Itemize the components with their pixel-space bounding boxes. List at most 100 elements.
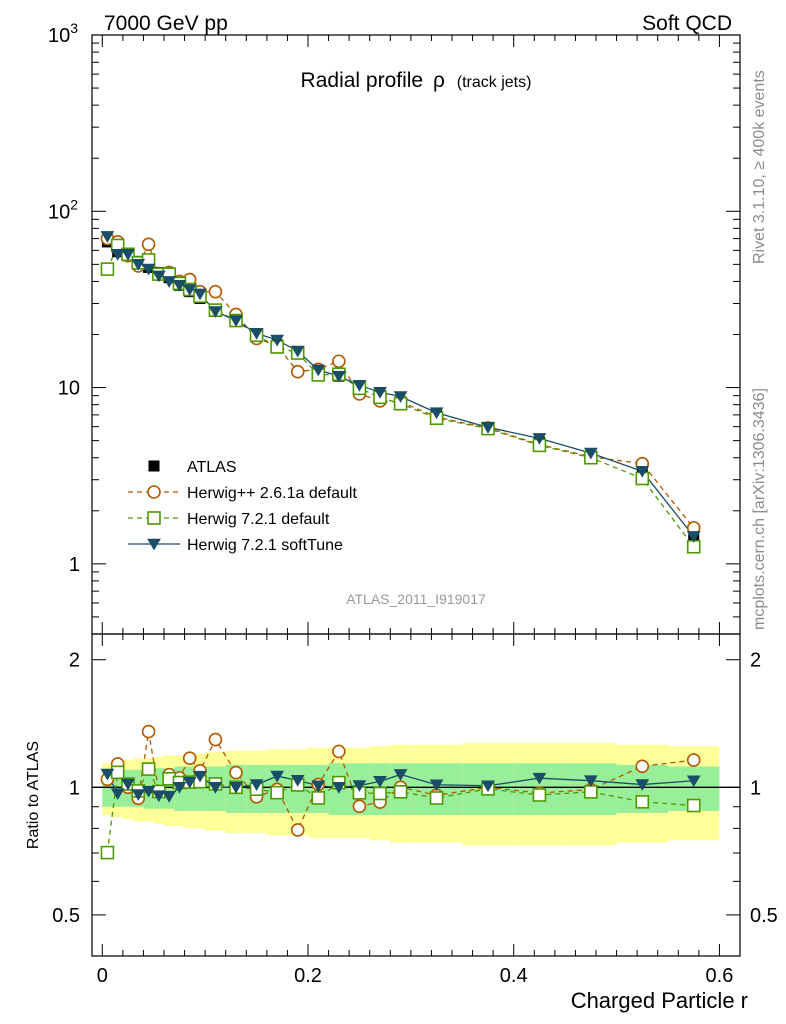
main-data-point xyxy=(110,249,125,261)
rivet-label: Rivet 3.1.10, ≥ 400k events xyxy=(751,70,768,264)
main-series-group xyxy=(100,231,701,554)
ratio-data-point xyxy=(172,782,187,794)
legend-marker xyxy=(148,460,160,472)
ratio-data-point xyxy=(352,799,367,814)
ratio-y-tick-label-right: 0.5 xyxy=(750,905,778,927)
legend-marker xyxy=(147,485,161,499)
ratio-axis-ticks: 0 0.2 0.4 0.6 0.5 0.5 1 1 2 2 xyxy=(52,634,778,987)
ratio-data-point xyxy=(331,782,346,794)
main-data-point xyxy=(352,380,367,392)
y-tick-label: 10 xyxy=(58,378,80,400)
ratio-data-point xyxy=(393,769,408,781)
legend-marker xyxy=(147,538,161,551)
main-data-point xyxy=(151,270,166,283)
legend-label: ATLAS xyxy=(187,459,237,476)
ratio-data-point xyxy=(686,753,701,767)
header-left: 7000 GeV pp xyxy=(104,12,228,35)
analysis-watermark: ATLAS_2011_I919017 xyxy=(346,591,486,607)
main-data-point xyxy=(686,531,701,543)
main-data-point xyxy=(121,249,135,261)
main-data-point xyxy=(635,465,650,478)
ratio-data-point xyxy=(393,785,408,799)
main-data-point xyxy=(393,391,408,403)
x-tick-label: 0.2 xyxy=(294,965,322,987)
ratio-data-point xyxy=(635,759,650,774)
ratio-series-line xyxy=(106,731,694,832)
main-data-point xyxy=(141,237,156,252)
ratio-data-point xyxy=(270,785,284,800)
ratio-data-point xyxy=(584,785,598,799)
ratio-data-point xyxy=(583,775,598,788)
ratio-data-point xyxy=(249,779,264,791)
ratio-data-point xyxy=(100,768,115,781)
ratio-band-green xyxy=(102,769,113,807)
x-axis-label: Charged Particle r xyxy=(571,988,748,1013)
ratio-data-point xyxy=(429,779,444,792)
ratio-data-point xyxy=(635,779,650,791)
main-data-point xyxy=(532,433,547,445)
x-tick-label: 0.4 xyxy=(500,965,528,987)
ratio-data-point xyxy=(141,785,156,798)
main-data-point xyxy=(193,288,207,301)
main-data-point xyxy=(429,407,444,420)
ratio-data-point xyxy=(686,798,701,813)
ratio-data-point xyxy=(532,772,547,785)
legend-label: Herwig 7.2.1 default xyxy=(187,511,330,528)
ratio-data-point xyxy=(311,780,326,793)
ratio-data-point xyxy=(141,762,156,776)
ratio-data-point xyxy=(131,789,146,801)
ratio-data-point xyxy=(182,751,197,765)
ratio-band-green xyxy=(194,766,206,811)
ratio-data-point xyxy=(290,823,305,837)
main-data-point xyxy=(481,422,495,434)
main-data-point xyxy=(270,334,285,347)
ratio-y-tick-label-left: 2 xyxy=(69,650,80,672)
legend-marker xyxy=(147,511,161,525)
ratio-plot-frame xyxy=(91,633,741,957)
main-data-point xyxy=(290,345,305,358)
main-data-point xyxy=(208,284,223,299)
chart-title-symbol: ρ xyxy=(433,69,445,92)
main-data-point xyxy=(182,284,197,296)
main-data-point xyxy=(131,259,146,271)
ratio-data-point xyxy=(429,791,444,805)
ratio-data-point xyxy=(208,782,223,794)
main-data-point xyxy=(172,280,187,292)
main-data-point xyxy=(311,364,326,377)
chart-title-note: (track jets) xyxy=(457,74,532,91)
main-data-point xyxy=(373,387,387,399)
main-data-point xyxy=(290,364,305,379)
ratio-data-point xyxy=(481,780,495,793)
ratio-data-point xyxy=(635,795,650,809)
main-plot-panel: 1 10 102 103 xyxy=(48,20,741,635)
main-data-point xyxy=(162,276,177,288)
ratio-data-point xyxy=(332,744,346,759)
legend: ATLAS Herwig++ 2.6.1a default Herwig 7.2.1… xyxy=(128,459,357,554)
main-data-point xyxy=(208,306,223,318)
mcplots-label: mcplots.cern.ch [arXiv:1306.3436] xyxy=(751,388,768,630)
y-tick-label: 1 xyxy=(69,554,80,576)
ratio-data-point xyxy=(229,765,243,780)
ratio-y-axis-label: Ratio to ATLAS xyxy=(25,741,42,849)
ratio-data-point xyxy=(100,845,115,860)
chart-title: Radial profile ρ (track jets) xyxy=(301,69,532,92)
ratio-data-point xyxy=(229,782,243,794)
ratio-data-point xyxy=(110,788,125,801)
main-data-point xyxy=(229,315,243,327)
y-tick-label: 102 xyxy=(48,196,78,223)
ratio-data-point xyxy=(686,775,701,788)
ratio-data-point xyxy=(352,780,367,792)
ratio-series-group xyxy=(92,724,740,860)
y-tick-label: 103 xyxy=(48,20,78,47)
legend-label: Herwig 7.2.1 softTune xyxy=(187,537,343,554)
x-tick-label: 0 xyxy=(97,965,108,987)
ratio-data-point xyxy=(270,770,285,783)
main-data-point xyxy=(100,262,115,276)
main-data-point xyxy=(583,447,598,460)
ratio-plot-panel: 0 0.2 0.4 0.6 0.5 0.5 1 1 2 2 xyxy=(52,633,778,987)
ratio-y-tick-label-right: 2 xyxy=(750,650,761,672)
ratio-y-tick-label-left: 1 xyxy=(69,777,80,799)
ratio-data-point xyxy=(311,791,326,805)
ratio-data-point xyxy=(110,765,125,780)
ratio-data-point xyxy=(121,778,135,791)
